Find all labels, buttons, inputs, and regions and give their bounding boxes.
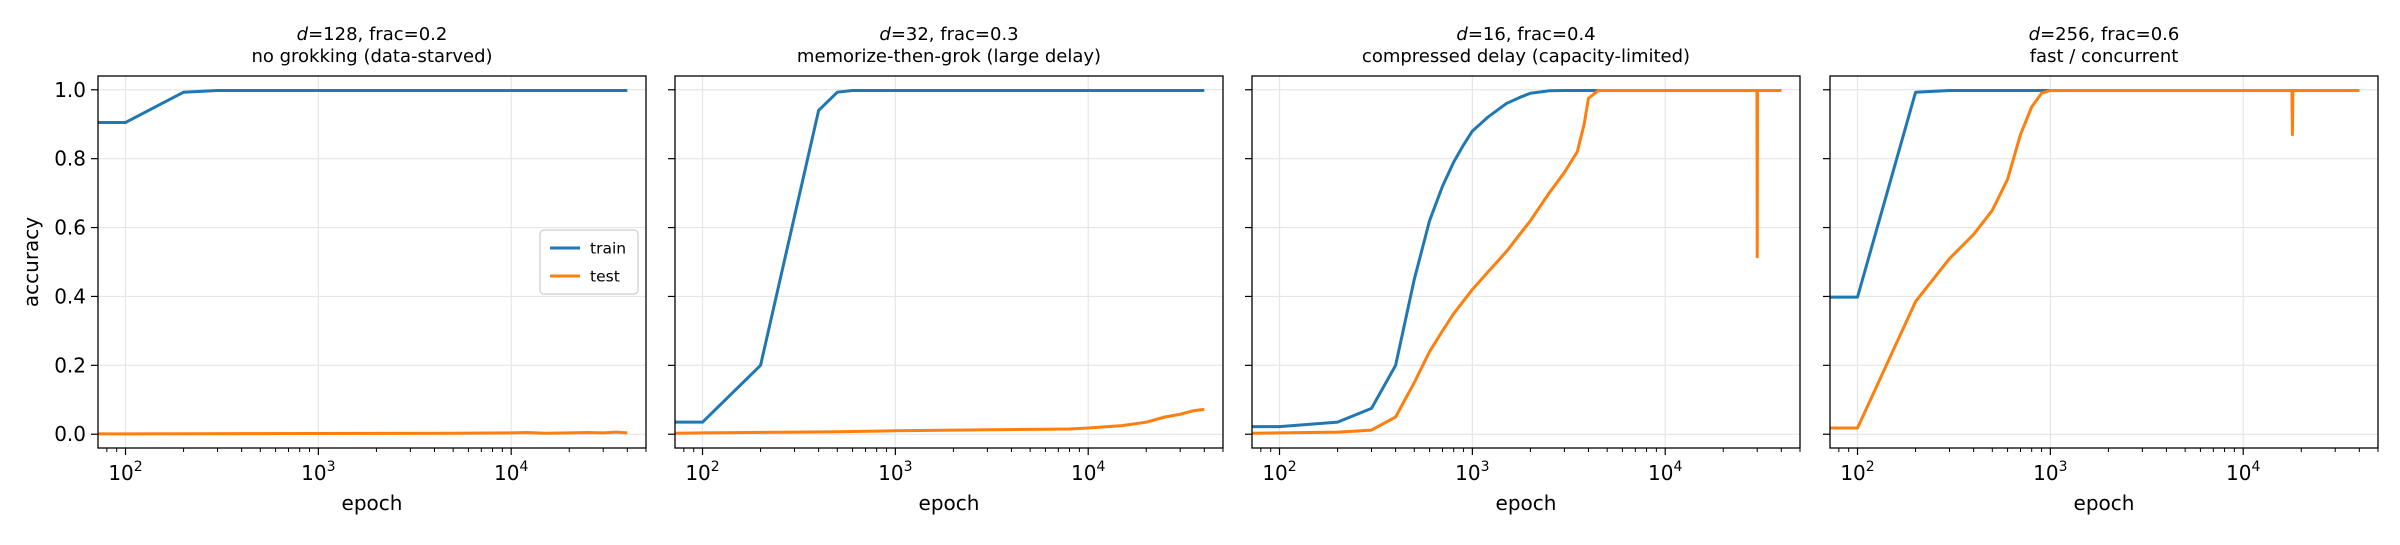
series-line-test xyxy=(98,430,628,436)
series-line-train xyxy=(1830,88,2360,299)
x-axis-label: epoch xyxy=(2074,491,2135,515)
panel-2: 102 103 104 epoch d=32, frac=0.3memorize-the… xyxy=(668,24,1224,515)
x-tick-label: 103 xyxy=(1455,459,1489,485)
series-line-train xyxy=(675,88,1205,424)
y-tick-label: 1.0 xyxy=(54,78,86,102)
axes-frame xyxy=(674,75,1224,449)
series-line-test xyxy=(1830,88,2360,430)
x-tick-label: 104 xyxy=(1071,459,1105,485)
series-line-test xyxy=(1252,88,1782,435)
panel-subtitle: fast / concurrent xyxy=(2030,46,2179,67)
panel-title: d=16, frac=0.4 xyxy=(1456,24,1595,45)
x-tick-label: 102 xyxy=(685,459,719,485)
axes-frame xyxy=(1829,75,2379,449)
x-tick-label: 104 xyxy=(1648,459,1682,485)
legend: train test xyxy=(539,229,639,295)
x-tick-label: 102 xyxy=(108,459,142,485)
panel-subtitle: no grokking (data-starved) xyxy=(251,46,492,67)
y-tick-label: 0.4 xyxy=(54,284,86,308)
series-line-train xyxy=(1252,88,1782,429)
x-tick-label: 103 xyxy=(2033,459,2067,485)
x-tick-label: 103 xyxy=(301,459,335,485)
panel-1: 0.0 0.2 0.4 0.6 0.8 1.0 102 103 104 epoch d=128, f… xyxy=(54,24,647,515)
series-line-test xyxy=(675,407,1205,435)
legend-label-test: test xyxy=(590,268,620,286)
y-tick-label: 0.8 xyxy=(54,147,86,171)
panel-title: d=256, frac=0.6 xyxy=(2029,24,2180,45)
axes-frame xyxy=(97,75,647,449)
x-axis-label: epoch xyxy=(919,491,980,515)
x-tick-label: 104 xyxy=(2226,459,2260,485)
y-axis-label: accuracy xyxy=(19,217,43,307)
x-tick-label: 102 xyxy=(1262,459,1296,485)
x-axis-label: epoch xyxy=(1496,491,1557,515)
x-tick-label: 102 xyxy=(1840,459,1874,485)
y-tick-label: 0.6 xyxy=(54,216,86,240)
y-tick-label: 0.2 xyxy=(54,353,86,377)
panel-title: d=32, frac=0.3 xyxy=(879,24,1018,45)
panel-subtitle: compressed delay (capacity-limited) xyxy=(1362,46,1690,67)
y-tick-label: 0.0 xyxy=(54,422,86,446)
x-tick-label: 104 xyxy=(494,459,528,485)
series-line-train xyxy=(98,88,628,124)
legend-box xyxy=(539,229,639,295)
x-axis-label: epoch xyxy=(342,491,403,515)
axes-frame xyxy=(1251,75,1801,449)
panel-subtitle: memorize-then-grok (large delay) xyxy=(797,46,1101,67)
legend-label-train: train xyxy=(590,240,626,258)
x-tick-label: 103 xyxy=(878,459,912,485)
panel-title: d=128, frac=0.2 xyxy=(297,24,448,45)
